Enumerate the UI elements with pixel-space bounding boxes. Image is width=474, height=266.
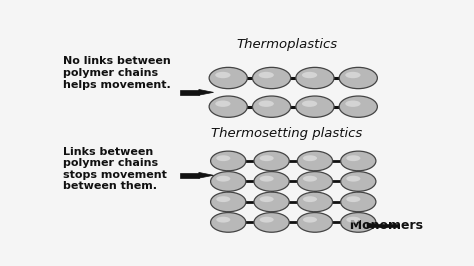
Ellipse shape bbox=[210, 192, 246, 212]
Ellipse shape bbox=[210, 151, 246, 171]
Ellipse shape bbox=[303, 196, 317, 202]
Ellipse shape bbox=[296, 96, 334, 117]
Ellipse shape bbox=[260, 217, 273, 223]
Ellipse shape bbox=[346, 196, 360, 202]
Polygon shape bbox=[367, 223, 379, 228]
Ellipse shape bbox=[341, 151, 376, 171]
Text: Monomers: Monomers bbox=[341, 219, 423, 232]
Ellipse shape bbox=[210, 172, 246, 191]
Ellipse shape bbox=[215, 72, 230, 78]
Text: Thermoplastics: Thermoplastics bbox=[237, 38, 337, 51]
Text: No links between
polymer chains
helps movement.: No links between polymer chains helps mo… bbox=[63, 56, 171, 90]
Ellipse shape bbox=[303, 155, 317, 161]
Ellipse shape bbox=[341, 213, 376, 232]
Ellipse shape bbox=[297, 192, 333, 212]
Ellipse shape bbox=[341, 192, 376, 212]
Ellipse shape bbox=[253, 67, 291, 89]
Ellipse shape bbox=[259, 72, 274, 78]
Ellipse shape bbox=[210, 213, 246, 232]
Ellipse shape bbox=[346, 217, 360, 223]
Ellipse shape bbox=[260, 176, 273, 182]
Polygon shape bbox=[199, 172, 213, 178]
Ellipse shape bbox=[215, 101, 230, 107]
Ellipse shape bbox=[259, 101, 274, 107]
Ellipse shape bbox=[339, 96, 377, 117]
Ellipse shape bbox=[296, 67, 334, 89]
Ellipse shape bbox=[345, 101, 361, 107]
Ellipse shape bbox=[302, 72, 317, 78]
Ellipse shape bbox=[297, 151, 333, 171]
Ellipse shape bbox=[341, 172, 376, 191]
Text: Thermosetting plastics: Thermosetting plastics bbox=[211, 127, 363, 140]
Ellipse shape bbox=[209, 96, 247, 117]
Ellipse shape bbox=[345, 72, 361, 78]
Ellipse shape bbox=[303, 217, 317, 223]
Ellipse shape bbox=[253, 96, 291, 117]
Ellipse shape bbox=[302, 101, 317, 107]
Ellipse shape bbox=[346, 176, 360, 182]
Ellipse shape bbox=[254, 213, 289, 232]
Text: Links between
polymer chains
stops movement
between them.: Links between polymer chains stops movem… bbox=[63, 147, 167, 192]
Ellipse shape bbox=[346, 155, 360, 161]
Ellipse shape bbox=[254, 172, 289, 191]
Ellipse shape bbox=[297, 172, 333, 191]
Ellipse shape bbox=[260, 196, 273, 202]
Ellipse shape bbox=[339, 67, 377, 89]
Ellipse shape bbox=[216, 217, 230, 223]
Ellipse shape bbox=[260, 155, 273, 161]
Ellipse shape bbox=[254, 192, 289, 212]
Ellipse shape bbox=[209, 67, 247, 89]
Ellipse shape bbox=[216, 176, 230, 182]
Polygon shape bbox=[181, 173, 199, 177]
Polygon shape bbox=[367, 224, 399, 227]
Ellipse shape bbox=[254, 151, 289, 171]
Ellipse shape bbox=[303, 176, 317, 182]
Ellipse shape bbox=[216, 196, 230, 202]
Polygon shape bbox=[199, 89, 213, 95]
Polygon shape bbox=[181, 90, 199, 95]
Ellipse shape bbox=[216, 155, 230, 161]
Ellipse shape bbox=[297, 213, 333, 232]
